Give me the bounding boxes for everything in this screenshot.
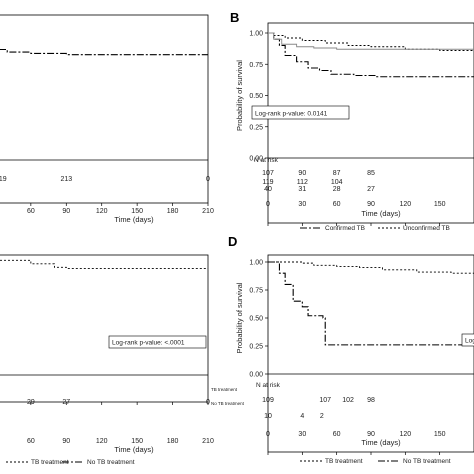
at-risk-count: 27 [62,399,70,406]
at-risk-count: 107 [262,170,274,177]
x-tick-label: 120 [399,431,411,438]
x-tick-label: 60 [333,201,341,208]
at-risk-count: 85 [367,170,375,177]
logrank-value: Log [465,338,474,345]
panel-a: 60 90 120 150 180 210 Time (days) 219 213 0 [0,14,214,224]
legend-label: Confirmed TB [325,225,365,232]
panel-d: 0 30 60 90 120 150 Time (days) 0.00 0.25 0.50 0.75… [228,234,474,465]
survival-curve-3 [268,32,474,50]
logrank-box [251,105,350,120]
x-tick-label: 120 [96,438,108,445]
at-risk-count: 98 [367,397,375,404]
panel-b: 0 30 60 90 120 150 Time (days) 0.00 0.25 0.50 0.75… [230,10,474,232]
at-risk-label: N at risk [256,382,281,389]
at-risk-count: 87 [333,170,341,177]
y-tick-label: 0.50 [249,316,263,323]
x-axis-title: Time (days) [114,445,154,454]
at-risk-count: 29 [27,399,35,406]
x-tick-label: 150 [434,201,446,208]
x-tick-label: 120 [96,208,108,215]
x-tick-label: 180 [167,438,179,445]
y-axis-title: Probability of survival [235,60,244,131]
x-axis-title: Time (days) [361,438,401,447]
x-tick-label: 210 [202,438,214,445]
x-tick-label: 30 [298,431,306,438]
plot-frame [0,254,209,403]
at-risk-count: 27 [367,186,375,193]
logrank-value: Log-rank p-value: <.0001 [112,340,185,347]
at-risk-count: 40 [264,186,272,193]
y-tick-label: 0.25 [249,124,263,131]
survival-curve-1 [268,261,474,274]
legend-label: TB treatment [325,458,363,465]
x-tick-label: 60 [27,208,35,215]
logrank-box [461,333,474,347]
at-risk-count: 2 [320,413,324,420]
panel-letter: B [230,10,239,25]
y-axis-title: Probability of survival [235,282,244,353]
risk-row-label: TB treatment [211,387,238,392]
y-tick-label: 0.25 [249,344,263,351]
panel-letter: D [228,234,237,249]
at-risk-count: 107 [319,397,331,404]
x-tick-label: 150 [131,208,143,215]
plot-frame [0,14,209,204]
x-tick-label: 90 [367,431,375,438]
x-tick-label: 210 [202,208,214,215]
panel-c: 60 90 120 150 180 210 Time (days) Log-rank p-va… [0,254,245,466]
x-tick-label: 90 [62,438,70,445]
legend-label: No TB treatment [403,458,451,465]
x-axis-title: Time (days) [114,215,154,224]
at-risk-count: 10 [264,413,272,420]
x-tick-label: 150 [131,438,143,445]
survival-curve-1 [0,48,208,56]
at-risk-count: 0 [206,176,210,183]
legend-label: Unconfirmed TB [403,225,450,232]
y-tick-label: 0.50 [249,93,263,100]
legend-label: No TB treatment [87,459,135,466]
x-tick-label: 150 [434,431,446,438]
plot-frame [267,254,474,453]
y-tick-label: 0.00 [249,372,263,379]
at-risk-count: 109 [262,397,274,404]
at-risk-count: 119 [262,179,273,186]
logrank-box [108,335,207,349]
at-risk-count: 102 [342,397,354,404]
x-tick-label: 180 [167,208,179,215]
at-risk-count: 104 [331,179,343,186]
at-risk-count: 0 [206,399,210,406]
y-tick-label: 1.00 [249,31,263,38]
at-risk-count: 31 [298,186,306,193]
x-axis-title: Time (days) [361,209,401,218]
x-tick-label: 60 [27,438,35,445]
x-tick-label: 0 [266,431,270,438]
x-tick-label: 90 [62,208,70,215]
x-tick-label: 60 [333,431,341,438]
logrank-value: Log-rank p-value: 0.0141 [255,111,328,118]
at-risk-count: 90 [298,170,306,177]
y-tick-label: 0.75 [249,288,263,295]
survival-curve-2 [268,261,474,346]
survival-curve-2 [268,32,474,51]
survival-curve-1 [0,259,208,269]
y-tick-label: 1.00 [249,260,263,267]
survival-curve-1 [268,32,474,78]
risk-row-label: No TB treatment [211,401,245,406]
at-risk-count: 28 [333,186,341,193]
y-tick-label: 0.00 [249,156,263,163]
at-risk-label: N at risk [254,157,279,164]
at-risk-count: 112 [297,179,308,186]
at-risk-count: 219 [0,176,7,183]
legend-label: TB treatment [31,459,69,466]
plot-frame [267,22,474,224]
x-tick-label: 0 [266,201,270,208]
x-tick-label: 30 [298,201,306,208]
y-tick-label: 0.75 [249,62,263,69]
x-tick-label: 90 [367,201,375,208]
at-risk-count: 4 [300,413,304,420]
x-tick-label: 120 [399,201,411,208]
at-risk-count: 213 [60,176,72,183]
